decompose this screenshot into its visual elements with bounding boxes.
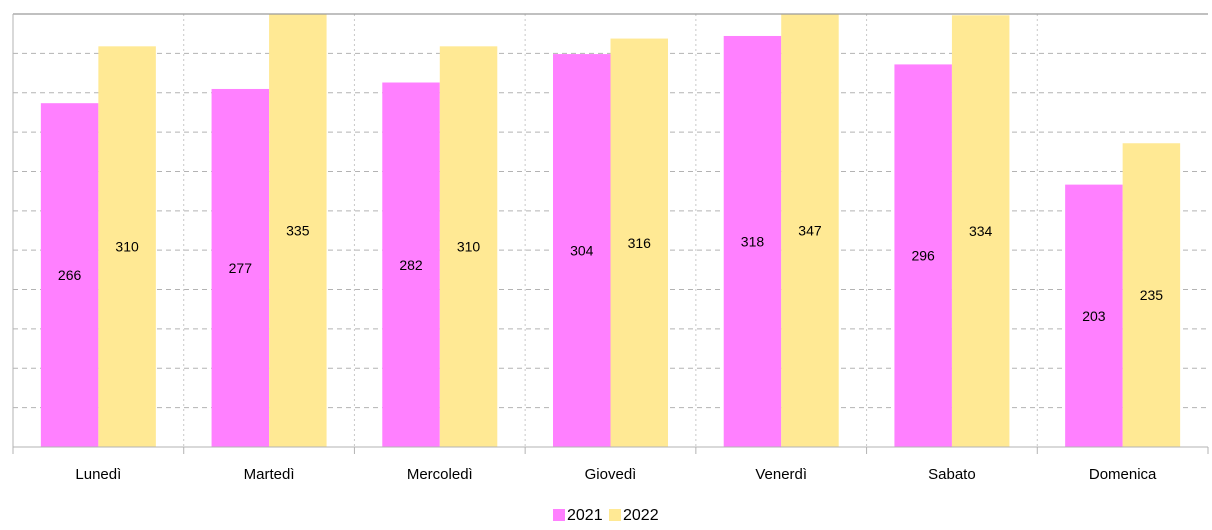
data-labels: 266 310 277 335 282 310 304 316 318 347 296 334 203 2… (58, 223, 1163, 324)
bar-2021-3 (553, 54, 611, 447)
data-label: 335 (286, 223, 310, 239)
data-label: 235 (1140, 287, 1164, 303)
legend-swatch-2021 (553, 509, 565, 521)
bar-2022-6 (1122, 143, 1181, 448)
bar-2021-1 (211, 88, 270, 447)
legend-swatch-2022 (609, 509, 621, 521)
bar-2022-1 (269, 14, 327, 447)
category-label: Lunedì (75, 466, 121, 483)
data-label: 310 (115, 239, 139, 255)
bar-2021-4 (723, 35, 782, 447)
category-label: Sabato (928, 466, 976, 483)
data-label: 296 (911, 248, 935, 264)
data-label: 266 (58, 267, 82, 283)
bar-2022-4 (781, 14, 839, 447)
bar-2021-2 (382, 82, 440, 447)
data-label: 318 (741, 233, 765, 249)
data-label: 282 (399, 257, 423, 273)
data-label: 316 (628, 235, 652, 251)
bar-2022-2 (439, 46, 498, 447)
category-labels: Lunedì Martedì Mercoledì Giovedì Venerdì Saba… (75, 466, 1157, 483)
bar-2021-6 (1065, 184, 1123, 447)
data-label: 304 (570, 243, 594, 259)
data-label: 203 (1082, 308, 1106, 324)
category-label: Mercoledì (407, 466, 473, 483)
bar-2022-3 (610, 38, 668, 448)
data-label: 334 (969, 223, 993, 239)
category-label: Martedì (244, 466, 295, 483)
bars (40, 14, 1181, 448)
axes (12, 13, 1209, 454)
category-label: Venerdì (755, 466, 807, 483)
legend: 2021 2022 (553, 507, 659, 524)
bar-2021-0 (40, 103, 99, 448)
category-label: Giovedì (585, 466, 637, 483)
data-label: 347 (798, 223, 822, 239)
data-label: 277 (229, 260, 253, 276)
legend-label: 2022 (623, 507, 659, 524)
bar-2021-5 (894, 64, 952, 447)
data-label: 310 (457, 239, 481, 255)
bar-2022-0 (98, 46, 156, 447)
legend-label: 2021 (567, 507, 603, 524)
category-label: Domenica (1089, 466, 1157, 483)
bar-2022-5 (951, 15, 1010, 447)
